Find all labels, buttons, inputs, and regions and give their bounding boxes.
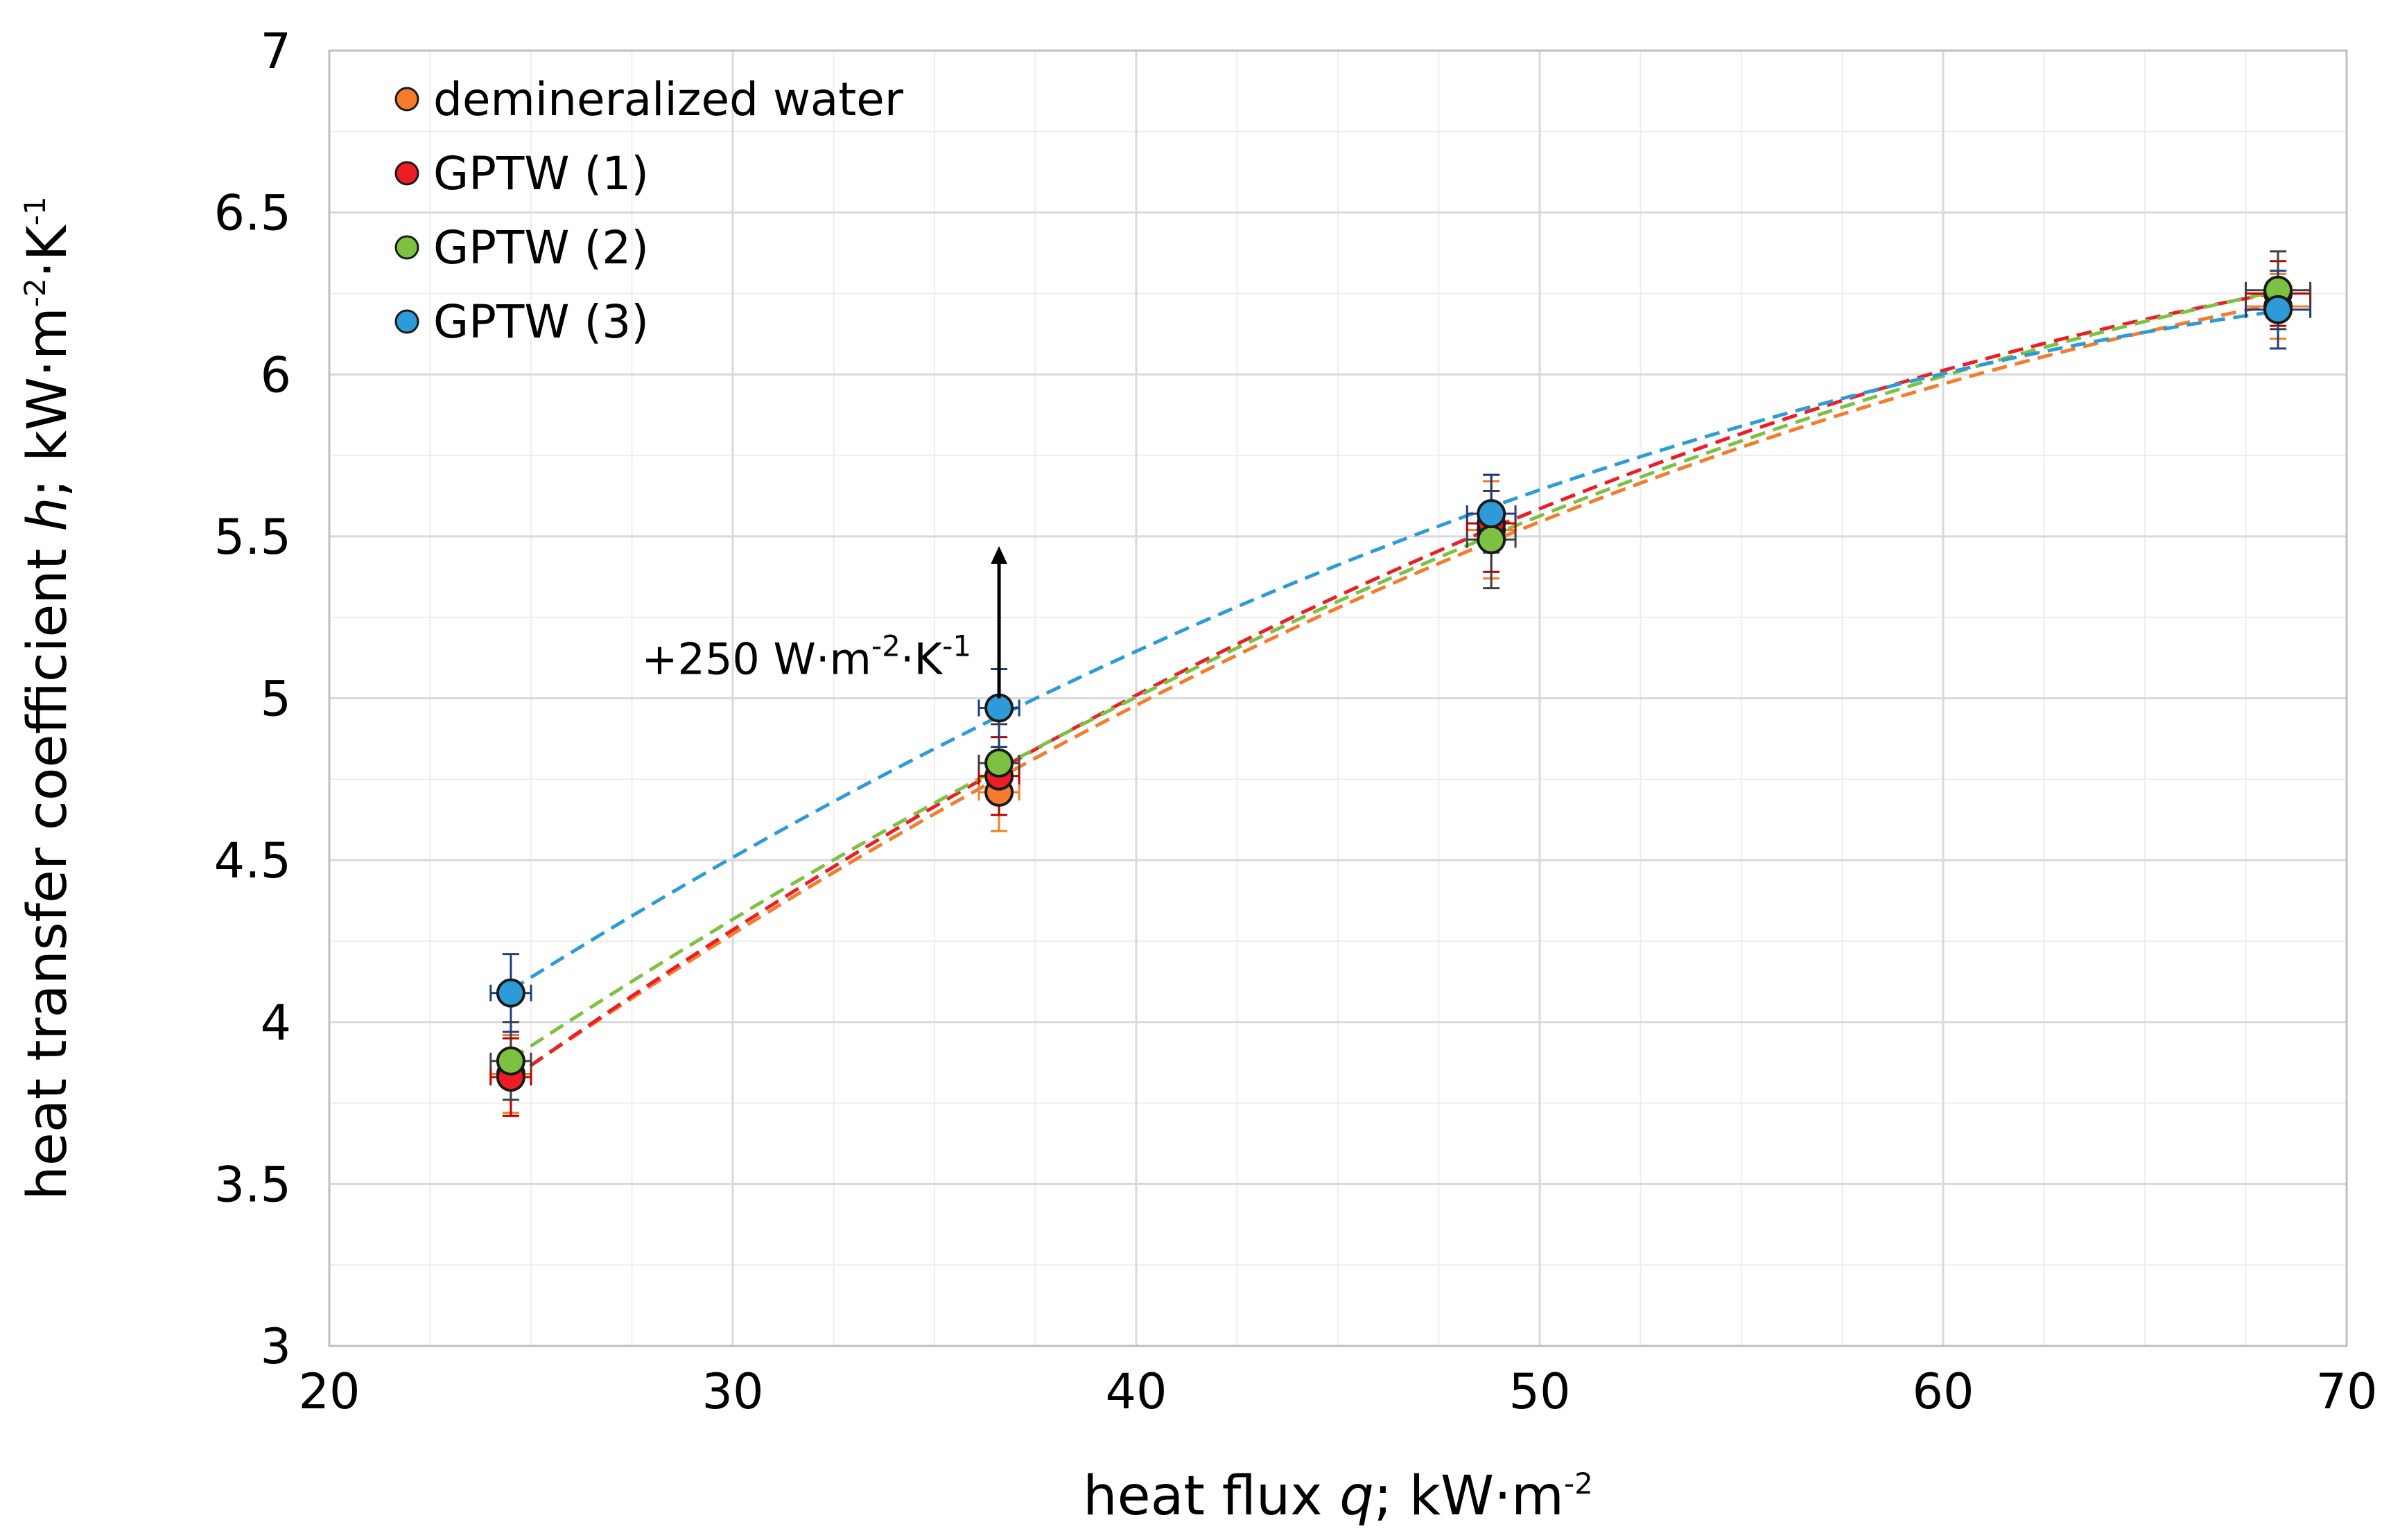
plot-area-border bbox=[328, 49, 2348, 1347]
x-tick-label: 40 bbox=[1105, 1363, 1167, 1420]
y-axis-ticks: 3 3.5 4 4.5 5 5.5 6 6.5 7 bbox=[214, 23, 291, 1375]
legend-marker bbox=[394, 235, 419, 260]
data-point bbox=[496, 1046, 525, 1076]
annotation: +250 W·m-2·K-1 bbox=[642, 545, 1008, 699]
trendlines bbox=[510, 289, 2279, 1081]
data-points bbox=[496, 275, 2293, 1092]
legend-marker bbox=[394, 309, 419, 334]
y-tick-label: 6.5 bbox=[214, 185, 291, 242]
data-point bbox=[2263, 295, 2293, 324]
x-tick-label: 70 bbox=[2315, 1363, 2377, 1420]
y-axis-title: heat transfer coefficient h; kW·m-2·K-1 bbox=[17, 196, 79, 1200]
y-tick-label: 7 bbox=[260, 23, 291, 80]
legend-label: GPTW (1) bbox=[433, 147, 649, 200]
legend-label: GPTW (2) bbox=[433, 221, 649, 274]
annotation-arrowhead bbox=[991, 545, 1008, 564]
y-tick-label: 5 bbox=[260, 671, 291, 728]
legend-marker bbox=[394, 87, 419, 112]
x-axis-title: heat flux q; kW·m-2 bbox=[1083, 1465, 1593, 1528]
x-tick-label: 20 bbox=[298, 1363, 360, 1420]
data-point bbox=[984, 748, 1014, 778]
trendline bbox=[510, 290, 2279, 1081]
trendline bbox=[510, 309, 2279, 992]
data-point bbox=[496, 978, 525, 1008]
y-tick-label: 4 bbox=[260, 995, 291, 1051]
legend: demineralized water GPTW (1) GPTW (2) GPTW … bbox=[394, 73, 904, 349]
y-tick-label: 4.5 bbox=[214, 832, 291, 889]
y-tick-label: 5.5 bbox=[214, 509, 291, 566]
x-tick-label: 50 bbox=[1508, 1363, 1570, 1420]
trendline bbox=[510, 302, 2279, 1081]
annotation-label: +250 W·m-2·K-1 bbox=[642, 629, 972, 685]
data-point bbox=[1477, 525, 1506, 554]
x-axis-ticks: 20 30 40 50 60 70 bbox=[298, 1363, 2377, 1420]
legend-label: GPTW (3) bbox=[433, 295, 649, 349]
x-tick-label: 60 bbox=[1912, 1363, 1974, 1420]
legend-marker bbox=[394, 161, 419, 186]
x-tick-label: 30 bbox=[702, 1363, 763, 1420]
data-point bbox=[984, 693, 1014, 723]
legend-label: demineralized water bbox=[433, 73, 904, 126]
data-point bbox=[1477, 499, 1506, 529]
y-tick-label: 3.5 bbox=[214, 1156, 291, 1213]
y-tick-label: 6 bbox=[260, 347, 291, 403]
y-tick-label: 3 bbox=[260, 1318, 291, 1375]
